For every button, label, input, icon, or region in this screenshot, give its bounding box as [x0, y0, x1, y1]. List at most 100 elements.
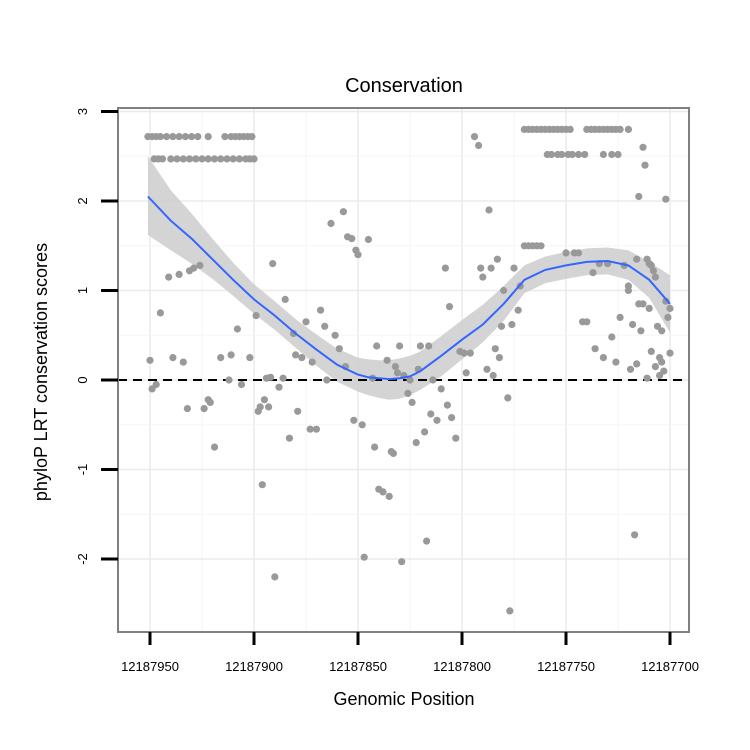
data-point [192, 155, 200, 163]
data-point [269, 260, 277, 268]
data-point [396, 342, 404, 350]
data-point [165, 273, 173, 281]
data-point [271, 573, 279, 581]
data-point [599, 150, 608, 159]
data-point [256, 403, 264, 411]
data-point [651, 363, 660, 371]
data-point [360, 553, 368, 561]
data-point [445, 303, 454, 311]
data-point [589, 269, 597, 277]
data-point [653, 322, 662, 330]
data-point [666, 349, 674, 357]
data-point [406, 376, 414, 384]
data-point [275, 383, 283, 391]
data-point [624, 282, 633, 290]
data-point [608, 333, 616, 341]
data-point [427, 410, 435, 418]
data-point [651, 273, 660, 281]
data-point [158, 155, 167, 163]
data-point [248, 133, 256, 141]
data-point [391, 363, 399, 371]
data-point [491, 345, 499, 353]
data-point [581, 150, 589, 159]
data-point [637, 327, 645, 335]
x-tick-label: 12187800 [433, 659, 491, 674]
data-point [508, 320, 516, 329]
data-point [645, 304, 653, 312]
data-point [181, 133, 189, 141]
data-point [190, 264, 198, 272]
data-point [562, 249, 570, 257]
data-point [339, 208, 347, 216]
data-point [217, 354, 225, 362]
data-point [568, 150, 576, 159]
data-point [179, 155, 187, 163]
data-point [633, 360, 641, 368]
y-tick-label: 1 [75, 287, 90, 294]
data-point [204, 133, 212, 141]
data-point [635, 192, 643, 201]
data-point [437, 385, 445, 393]
axes: 12187950 12187900 12187850 12187800 12187750… [75, 108, 699, 674]
data-point [204, 155, 212, 163]
x-tick-label: 12187750 [537, 659, 595, 674]
data-point [477, 264, 485, 272]
data-point [452, 434, 460, 442]
data-point [616, 313, 624, 321]
data-point [298, 354, 306, 362]
data-point [267, 373, 275, 381]
data-point [258, 481, 266, 489]
data-point [235, 155, 243, 163]
data-point [196, 261, 204, 269]
data-point [252, 312, 260, 320]
data-point [385, 492, 393, 500]
data-points [144, 125, 674, 615]
x-tick-label: 12187950 [121, 659, 179, 674]
data-point [574, 249, 583, 257]
data-point [331, 331, 339, 339]
data-point [641, 161, 649, 169]
data-point [404, 389, 412, 397]
data-point [371, 443, 379, 451]
data-point [624, 125, 633, 133]
data-point [566, 125, 574, 133]
data-point [188, 133, 196, 141]
data-point [416, 342, 424, 350]
data-point [281, 295, 289, 303]
data-point [225, 376, 233, 384]
loess-fit-line [147, 195, 671, 381]
data-point [308, 358, 316, 366]
data-point [398, 558, 406, 566]
data-point [237, 380, 246, 389]
data-point [421, 428, 429, 436]
data-point [279, 374, 287, 382]
data-point [312, 425, 320, 433]
data-point [194, 133, 202, 141]
data-point [629, 320, 637, 329]
y-axis-title: phyloP LRT conservation scores [31, 243, 51, 501]
data-point [156, 133, 164, 141]
chart-title: Conservation [345, 75, 463, 97]
data-point [217, 155, 225, 163]
data-point [260, 396, 268, 404]
confidence-band [147, 156, 670, 400]
data-point [429, 376, 437, 384]
data-point [460, 349, 468, 357]
data-point [662, 195, 670, 203]
data-point [146, 356, 154, 364]
data-point [175, 133, 183, 141]
data-point [156, 309, 164, 317]
data-point [292, 351, 300, 359]
data-point [408, 398, 416, 406]
data-point [302, 318, 310, 326]
data-point [163, 133, 171, 141]
data-point [510, 264, 518, 272]
data-point [335, 345, 343, 353]
data-point [206, 398, 214, 406]
data-point [354, 251, 362, 259]
data-point [631, 531, 639, 539]
data-point [633, 255, 641, 263]
data-point [662, 297, 670, 305]
data-point [350, 416, 358, 424]
data-point [358, 421, 366, 429]
